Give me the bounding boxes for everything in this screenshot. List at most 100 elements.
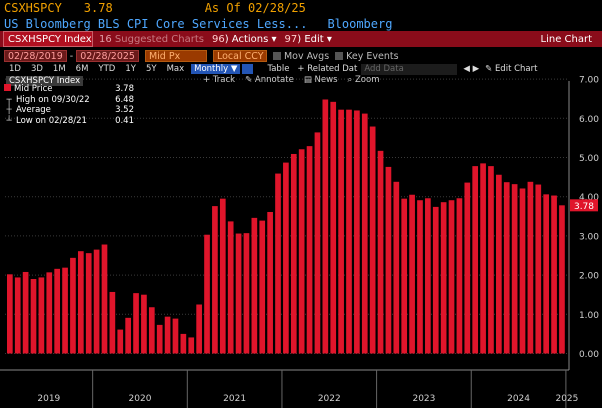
frequency-select[interactable]: Monthly ▼	[191, 64, 241, 74]
low-marker-icon: ┴	[6, 115, 12, 126]
bar	[330, 101, 337, 354]
bar	[314, 132, 321, 354]
legend-mid-price[interactable]: Mid Price 3.78	[4, 84, 134, 95]
period-1m[interactable]: 1M	[52, 64, 66, 74]
zoom-tool[interactable]: ⌕ Zoom	[347, 75, 380, 85]
actions-number: 96	[211, 33, 225, 45]
as-of-date: As Of 02/28/25	[204, 1, 306, 15]
track-tool[interactable]: + Track	[203, 75, 236, 85]
actions-menu[interactable]: 96) Actions ▾	[211, 33, 277, 45]
annotate-tool[interactable]: ✎ Annotate	[245, 75, 294, 85]
key-events-toggle[interactable]: Key Events	[335, 50, 399, 62]
suggested-charts-button[interactable]: 16 Suggested Charts	[99, 34, 204, 45]
bar	[488, 166, 494, 354]
bar	[125, 317, 131, 354]
bar	[133, 293, 139, 354]
y-tick-label: 6.00	[579, 115, 599, 125]
x-tick-label: 2020	[129, 394, 152, 404]
chart-type-title: Line Chart	[540, 33, 593, 45]
related-data-button[interactable]: + Related Dat	[297, 64, 358, 74]
legend-high: ┬ High on 09/30/22 6.48	[4, 95, 134, 106]
mov-avgs-toggle[interactable]: Mov Avgs	[272, 50, 330, 62]
currency-select[interactable]: Local CCY	[212, 50, 267, 62]
bar	[456, 198, 463, 354]
chart-toolbar: + Track ✎ Annotate ▤ News ⌕ Zoom	[203, 75, 380, 87]
period-3d[interactable]: 3D	[30, 64, 43, 74]
bar	[425, 198, 431, 354]
track-label: Track	[212, 75, 236, 85]
scroll-arrows-icon[interactable]: ◀ ▶	[463, 64, 480, 74]
period-ytd[interactable]: YTD	[98, 64, 116, 74]
legend-average: ┼ Average 3.52	[4, 105, 134, 116]
bar	[393, 181, 400, 354]
period-6m[interactable]: 6M	[75, 64, 89, 74]
bar	[93, 249, 100, 354]
bar	[346, 109, 352, 354]
x-tick-label: 2023	[412, 394, 435, 404]
y-tick-label: 7.00	[579, 76, 599, 86]
bar	[275, 173, 281, 354]
security-description: US Bloomberg BLS CPI Core Services Less.…	[4, 16, 308, 31]
bar	[551, 195, 557, 354]
period-5y[interactable]: 5Y	[145, 64, 157, 74]
bar	[148, 307, 155, 354]
index-name-tag: CSXHSPCY Index	[6, 76, 84, 86]
checkbox-icon	[272, 51, 281, 60]
annotate-label: Annotate	[254, 75, 294, 85]
period-max[interactable]: Max	[166, 64, 185, 74]
command-bar: CSXHSPCY Index 16 Suggested Charts 96) A…	[0, 31, 602, 47]
options-row: 02/28/2019 - 02/28/2025 Mid Px Local CCY…	[0, 49, 602, 63]
bar	[62, 267, 68, 354]
average-marker-icon: ┼	[6, 105, 12, 115]
ticker-symbol: CSXHSPCY	[4, 1, 62, 15]
bar	[30, 279, 37, 354]
x-tick-label: 2025	[555, 394, 578, 404]
mov-avgs-label: Mov Avgs	[283, 50, 330, 62]
frequency-label: Monthly	[194, 64, 229, 74]
y-tick-label: 5.00	[579, 154, 599, 164]
bar	[196, 304, 202, 354]
add-data-input[interactable]: Add Data	[361, 63, 458, 75]
start-date-input[interactable]: 02/28/2019	[4, 50, 67, 62]
bar	[559, 205, 565, 354]
bar	[440, 202, 447, 354]
edit-chart-label: Edit Chart	[494, 64, 538, 74]
period-1d[interactable]: 1D	[9, 64, 21, 74]
description-row: US Bloomberg BLS CPI Core Services Less.…	[0, 16, 602, 31]
security-field[interactable]: CSXHSPCY Index	[3, 31, 93, 47]
news-tool[interactable]: ▤ News	[303, 75, 338, 85]
bar-chart[interactable]: 0.00 1.00 2.00 3.00 4.00 5.00 6.00 7.00 2019 2020…	[0, 75, 602, 408]
last-value-tag	[570, 199, 598, 212]
chart-style-icon[interactable]	[242, 64, 254, 74]
news-label: News	[314, 75, 338, 85]
end-date-input[interactable]: 02/28/2025	[76, 50, 139, 62]
x-tick-label: 2019	[37, 394, 60, 404]
bar	[172, 318, 179, 354]
edit-menu[interactable]: 97) Edit ▾	[284, 33, 332, 45]
series-swatch-icon	[4, 84, 11, 91]
y-tick-label: 3.00	[579, 232, 599, 242]
bar	[251, 217, 258, 354]
ticker-header: CSXHSPCY 3.78 As Of 02/28/25	[0, 0, 602, 16]
suggested-charts-number: 16	[99, 33, 112, 45]
last-value-label: 3.78	[574, 202, 594, 212]
y-tick-label: 2.00	[579, 272, 599, 282]
bar	[306, 146, 313, 354]
table-button[interactable]: Table	[267, 64, 290, 74]
period-tabs-row: 1D 3D 1M 6M YTD 1Y 5Y Max Monthly ▼ Tabl…	[0, 63, 602, 75]
actions-label: Actions	[231, 33, 269, 45]
bar	[519, 188, 526, 354]
key-events-label: Key Events	[346, 50, 399, 62]
x-tick-label: 2022	[318, 394, 341, 404]
price-field-select[interactable]: Mid Px	[144, 50, 207, 62]
period-1y[interactable]: 1Y	[125, 64, 136, 74]
bar	[77, 251, 84, 354]
y-tick-label: 1.00	[579, 311, 599, 321]
bar	[259, 220, 266, 354]
bar	[46, 272, 53, 354]
chart-legend: Mid Price 3.78 ┬ High on 09/30/22 6.48 ┼ Ave…	[4, 84, 134, 126]
y-tick-label: 0.00	[579, 350, 599, 360]
edit-chart-button[interactable]: ✎ Edit Chart	[485, 64, 538, 74]
x-tick-label: 2024	[507, 394, 530, 404]
bar	[141, 294, 147, 354]
